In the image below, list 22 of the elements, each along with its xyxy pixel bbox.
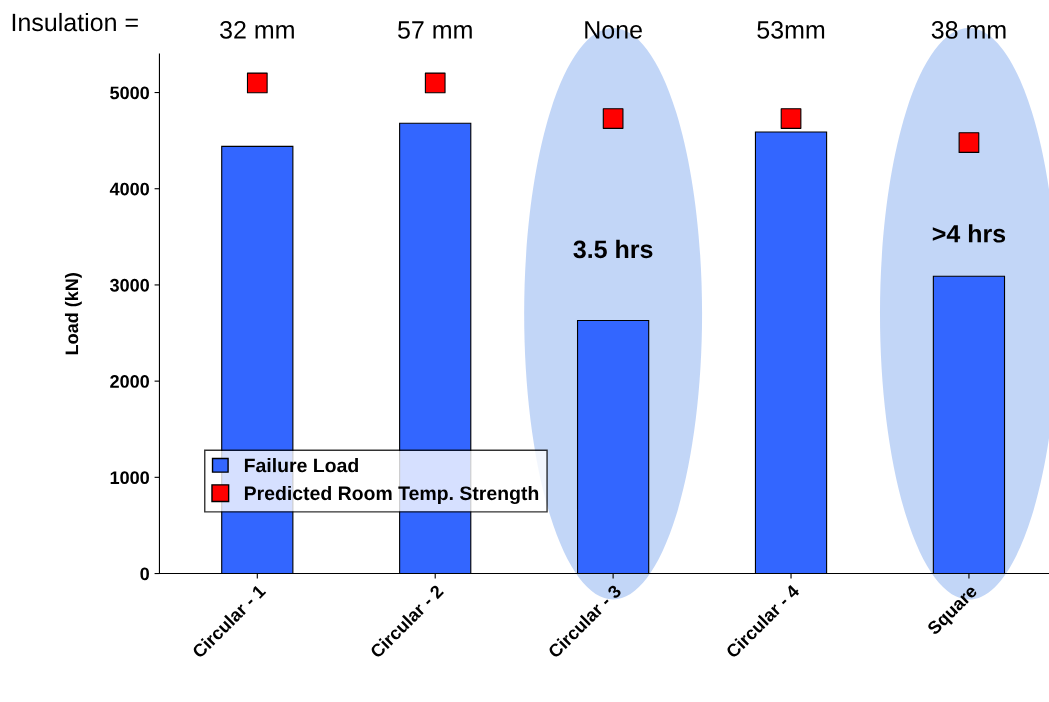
point (246, 72, 268, 94)
y-tick-label: 5000 (110, 86, 149, 100)
y-tick-label: 2000 (110, 375, 149, 388)
annotation: 3.5 hrs (573, 239, 653, 259)
annotation: >4 hrs (932, 224, 1006, 243)
point (602, 108, 624, 129)
text: 57 mm (398, 21, 472, 39)
point (780, 108, 802, 129)
y-tick-label: 0 (140, 567, 149, 581)
legend-label: Predicted Room Temp. Strength (244, 485, 539, 505)
text: Insulation = (12, 12, 138, 32)
text: 32 mm (220, 21, 294, 39)
y-axis-title: Load (kN) (64, 273, 82, 355)
point (958, 132, 980, 153)
y-tick-label: 4000 (109, 182, 149, 196)
point (424, 72, 446, 94)
legend-label: Failure Load (244, 458, 358, 473)
text: 38 mm (931, 21, 1006, 39)
text: 53mm (757, 21, 825, 39)
text: None (585, 21, 642, 39)
y-tick-label: 3000 (109, 278, 149, 292)
y-tick-label: 1000 (110, 471, 149, 485)
